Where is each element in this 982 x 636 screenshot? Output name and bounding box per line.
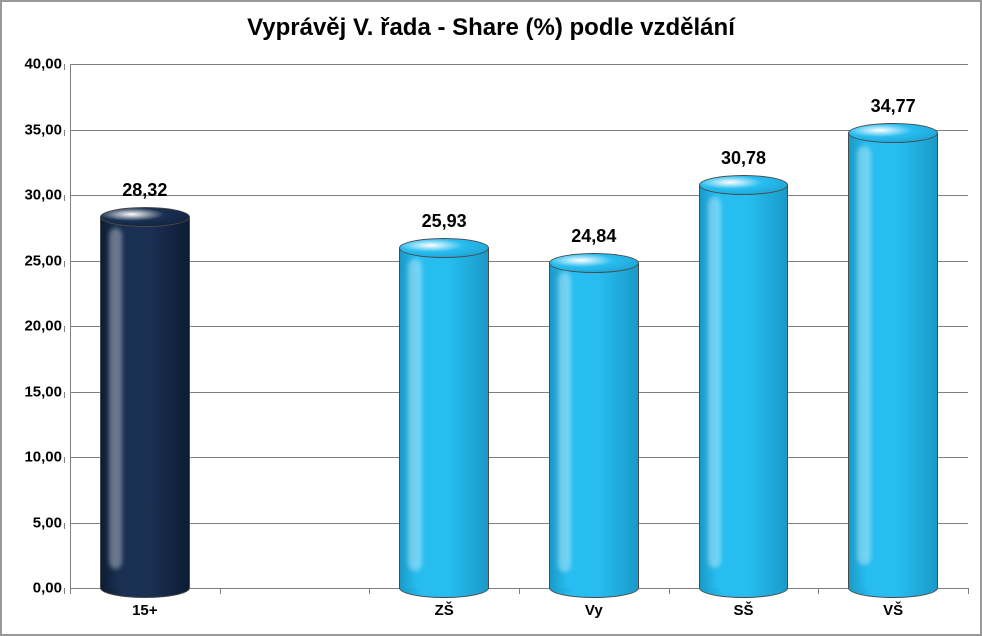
- xtick-mark: [968, 588, 969, 594]
- bar-slot: Vy24,84: [519, 64, 669, 588]
- bar-slot: SŠ30,78: [669, 64, 819, 588]
- ytick-mark: [64, 261, 65, 267]
- bar-top-cap: [699, 175, 789, 195]
- data-label: 24,84: [519, 226, 669, 247]
- bar-top-cap: [549, 253, 639, 273]
- bar: 34,77: [848, 133, 938, 588]
- data-label: 25,93: [369, 211, 519, 232]
- bar-slot: [220, 64, 370, 588]
- bar-slot: VŠ34,77: [818, 64, 968, 588]
- ytick-mark: [64, 64, 65, 70]
- ytick-mark: [64, 457, 65, 463]
- bar: 30,78: [699, 185, 789, 588]
- bar-highlight: [857, 146, 870, 565]
- data-label: 30,78: [669, 148, 819, 169]
- ytick-mark: [64, 326, 65, 332]
- ytick-mark: [64, 588, 65, 594]
- bar: 28,32: [100, 217, 190, 588]
- xtick-mark: [220, 588, 221, 594]
- data-label: 34,77: [818, 96, 968, 117]
- ytick-mark: [64, 392, 65, 398]
- ytick-mark: [64, 523, 65, 529]
- bar-highlight: [408, 259, 421, 572]
- bar-slot: 15+28,32: [70, 64, 220, 588]
- bar-highlight: [558, 272, 571, 571]
- chart-container: Vyprávěj V. řada - Share (%) podle vzděl…: [0, 0, 982, 636]
- ytick-mark: [64, 195, 65, 201]
- bar-highlight: [708, 197, 721, 568]
- bar-highlight: [109, 228, 122, 569]
- plot-region: 0,005,0010,0015,0020,0025,0030,0035,0040…: [70, 64, 968, 588]
- bar: 24,84: [549, 263, 639, 588]
- ytick-mark: [64, 130, 65, 136]
- chart-title: Vyprávěj V. řada - Share (%) podle vzděl…: [2, 2, 980, 50]
- bar-slot: ZŠ25,93: [369, 64, 519, 588]
- bar-top-cap: [100, 207, 190, 227]
- bar: 25,93: [399, 248, 489, 588]
- data-label: 28,32: [70, 180, 220, 201]
- bar-top-cap: [848, 123, 938, 143]
